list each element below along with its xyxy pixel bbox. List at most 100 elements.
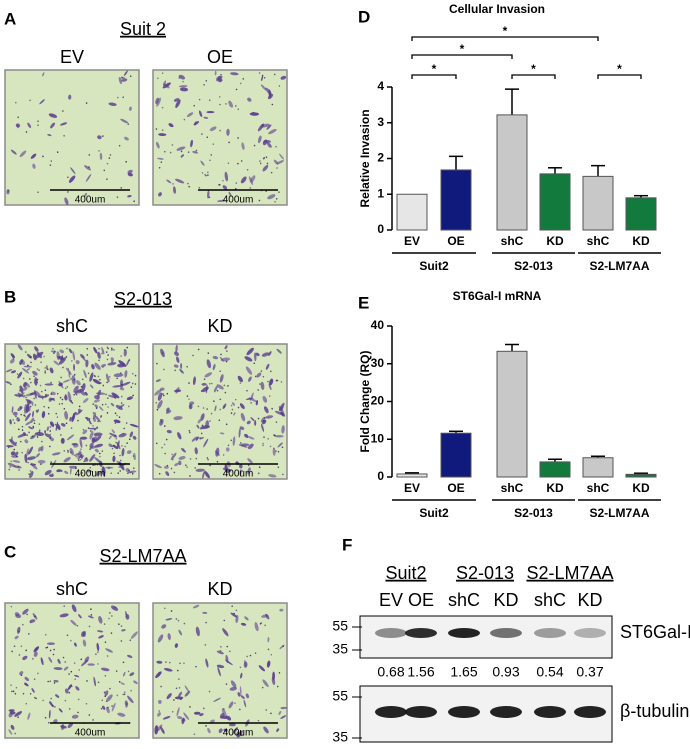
cell [29, 99, 31, 102]
cell [31, 687, 35, 693]
cell [209, 420, 211, 422]
cell [219, 398, 222, 401]
cell [35, 351, 44, 359]
cell [129, 431, 134, 438]
cell [173, 364, 179, 368]
cell [84, 656, 90, 663]
cell [160, 685, 162, 688]
cell [13, 422, 16, 424]
cell [70, 619, 77, 626]
cell [212, 363, 216, 371]
cells [5, 344, 139, 479]
cell [247, 443, 254, 450]
cell [37, 191, 39, 194]
cell [13, 465, 22, 469]
cell [7, 446, 10, 449]
cell [266, 142, 272, 148]
cell [198, 110, 203, 118]
cell [14, 692, 17, 695]
cell [25, 396, 27, 399]
x-tick-label: shC [587, 234, 610, 248]
cell [254, 352, 257, 362]
cell [25, 131, 28, 133]
cell [239, 442, 242, 444]
cell [40, 390, 43, 393]
cell [25, 403, 30, 414]
cell [60, 437, 65, 444]
bar [496, 114, 528, 231]
cell [87, 663, 95, 666]
cell [33, 419, 36, 422]
cell [158, 133, 167, 136]
cell [108, 157, 111, 159]
y-tick-label: 10 [371, 431, 385, 445]
cell [237, 375, 243, 383]
image-label: EV [60, 47, 84, 67]
cell [111, 429, 115, 434]
cell [219, 356, 224, 362]
cell [160, 419, 162, 421]
cell [155, 379, 161, 383]
cell [234, 105, 237, 107]
y-tick-label: 3 [377, 115, 384, 129]
band [574, 706, 606, 718]
cell [156, 660, 163, 664]
cell [81, 472, 83, 474]
cell [277, 442, 283, 448]
cell [101, 363, 106, 368]
cell [224, 464, 228, 472]
cell [154, 389, 162, 396]
cell [43, 405, 45, 408]
cell [80, 448, 82, 451]
cell [231, 402, 235, 406]
cell [233, 413, 235, 416]
cell [235, 88, 238, 91]
cell [254, 652, 257, 654]
cell [24, 676, 30, 682]
cell [111, 392, 120, 399]
cell [226, 128, 230, 136]
cell [14, 635, 19, 640]
cell [105, 351, 108, 353]
cell [28, 633, 30, 635]
cell [70, 378, 72, 380]
cell [218, 728, 223, 734]
cell [207, 171, 209, 174]
cell [50, 350, 57, 353]
cell [89, 454, 96, 462]
cell [250, 175, 256, 183]
cell [85, 457, 88, 459]
cell [199, 437, 204, 440]
cell [32, 410, 34, 418]
cell [104, 690, 109, 696]
cell [201, 424, 204, 427]
cell [267, 438, 269, 440]
cell [239, 666, 242, 669]
cell [166, 693, 172, 700]
cell [68, 175, 76, 183]
cell [28, 426, 33, 430]
band [574, 628, 606, 638]
cell [34, 376, 38, 386]
cell [257, 472, 260, 475]
group-label: S2-LM7AA [589, 506, 649, 520]
cell [38, 446, 42, 452]
cell [222, 628, 229, 637]
cell [131, 473, 134, 475]
cell [94, 362, 101, 370]
cell [259, 622, 262, 625]
cell [84, 458, 89, 462]
cell [203, 378, 206, 381]
cell [23, 394, 26, 397]
cell [52, 704, 54, 707]
cell [249, 187, 252, 189]
cell [106, 694, 113, 702]
significance-label: * [460, 42, 465, 56]
cell [63, 457, 71, 463]
cell [87, 419, 89, 422]
cell [223, 384, 226, 387]
cell [182, 80, 184, 83]
cell [99, 455, 101, 458]
cell [217, 667, 221, 677]
cell [86, 347, 89, 350]
